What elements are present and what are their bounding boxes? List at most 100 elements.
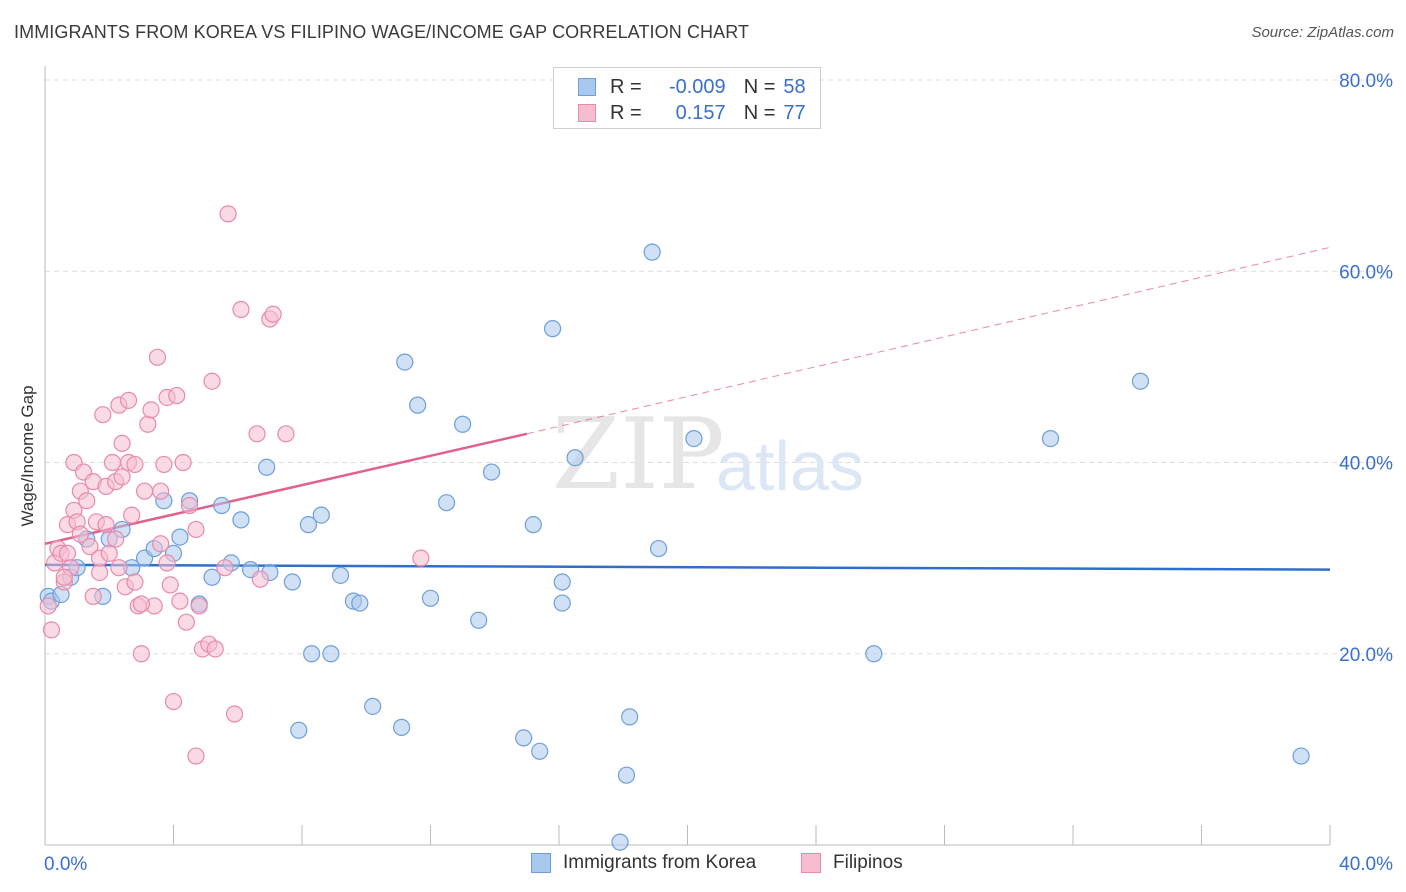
y-tick-label: 40.0% xyxy=(1339,454,1393,475)
point-filipinos xyxy=(113,434,131,452)
point-korea xyxy=(617,766,636,784)
bottom-legend-label-filipinos: Filipinos xyxy=(833,852,903,873)
y-tick-label: 60.0% xyxy=(1339,262,1393,283)
legend-swatch-filipinos xyxy=(578,104,596,122)
point-filipinos xyxy=(58,544,77,562)
point-korea xyxy=(621,708,639,726)
point-korea xyxy=(392,718,411,736)
point-korea xyxy=(515,729,533,747)
legend-r-label: R = xyxy=(610,75,642,98)
point-korea xyxy=(312,506,330,524)
point-korea xyxy=(553,573,571,591)
point-filipinos xyxy=(148,348,167,366)
point-korea xyxy=(213,496,231,515)
legend-n-value: 77 xyxy=(783,101,806,124)
point-korea xyxy=(232,511,250,529)
point-filipinos xyxy=(126,455,144,474)
point-korea xyxy=(470,611,488,629)
point-korea xyxy=(543,320,562,338)
watermark-atlas: atlas xyxy=(716,427,864,505)
point-filipinos xyxy=(152,535,170,553)
point-filipinos xyxy=(161,576,179,594)
bottom-legend-swatch-korea xyxy=(531,853,551,873)
point-filipinos xyxy=(158,554,176,572)
point-korea xyxy=(531,742,549,760)
point-filipinos xyxy=(123,506,141,524)
y-axis-label: Wage/Income Gap xyxy=(18,385,37,526)
point-korea xyxy=(364,697,382,715)
point-filipinos xyxy=(164,692,183,711)
legend-r-label: R = xyxy=(610,101,642,124)
x-tick-label: 40.0% xyxy=(1339,854,1393,875)
chart-title: IMMIGRANTS FROM KOREA VS FILIPINO WAGE/I… xyxy=(14,22,750,42)
point-filipinos xyxy=(42,621,61,639)
point-korea xyxy=(331,566,350,584)
point-filipinos xyxy=(190,597,208,615)
point-filipinos xyxy=(107,530,125,548)
legend-n-label: N = xyxy=(743,101,776,124)
point-korea xyxy=(322,645,340,663)
point-filipinos xyxy=(277,425,295,443)
point-korea xyxy=(351,594,369,612)
bottom-legend-filipinos: Filipinos xyxy=(801,852,903,874)
point-filipinos xyxy=(152,482,170,500)
point-korea xyxy=(643,243,661,261)
point-filipinos xyxy=(94,406,112,424)
point-korea xyxy=(303,645,321,663)
point-filipinos xyxy=(91,563,109,582)
point-korea xyxy=(171,528,189,546)
point-filipinos xyxy=(126,573,144,591)
bottom-legend-swatch-filipinos xyxy=(801,853,821,873)
point-filipinos xyxy=(155,455,173,474)
point-korea xyxy=(553,594,571,612)
point-korea xyxy=(1292,747,1310,765)
trend-line-korea xyxy=(44,563,1331,571)
point-korea xyxy=(1131,372,1150,390)
point-korea xyxy=(283,573,301,591)
correlation-legend: R = -0.009 N = 58 R = 0.157 N = 77 xyxy=(553,67,821,129)
point-korea xyxy=(437,494,456,512)
y-tick-label: 80.0% xyxy=(1339,71,1393,92)
legend-swatch-korea xyxy=(578,78,596,96)
point-filipinos xyxy=(187,747,205,765)
point-filipinos xyxy=(71,525,89,543)
point-filipinos xyxy=(174,453,192,472)
point-korea xyxy=(421,589,440,607)
point-filipinos xyxy=(412,549,430,567)
point-korea xyxy=(258,458,276,476)
point-filipinos xyxy=(100,544,118,562)
point-korea xyxy=(865,645,883,663)
point-korea xyxy=(482,463,501,481)
point-korea xyxy=(409,396,427,414)
legend-r-value: 0.157 xyxy=(675,101,726,124)
bottom-legend-korea: Immigrants from Korea xyxy=(531,852,756,874)
points-layer xyxy=(39,205,1310,851)
point-filipinos xyxy=(142,401,160,419)
legend-row-korea: R = -0.009 N = 58 xyxy=(578,75,806,99)
point-filipinos xyxy=(135,482,154,500)
point-korea xyxy=(685,429,703,448)
legend-row-filipinos: R = 0.157 N = 77 xyxy=(578,101,806,125)
watermark: ZIP atlas xyxy=(552,398,864,512)
axes-layer: 20.0% 40.0% 60.0% 80.0% 0.0% 40.0% xyxy=(44,66,1393,875)
point-filipinos xyxy=(132,595,150,613)
legend-n-value: 58 xyxy=(783,75,806,98)
point-filipinos xyxy=(180,496,199,515)
point-korea xyxy=(396,353,414,371)
point-filipinos xyxy=(81,538,99,556)
point-filipinos xyxy=(219,205,237,223)
point-filipinos xyxy=(177,613,195,631)
source-label: Source: ZipAtlas.com xyxy=(1251,24,1394,41)
point-filipinos xyxy=(103,453,122,472)
point-filipinos xyxy=(187,520,205,539)
point-filipinos xyxy=(225,705,244,723)
point-korea xyxy=(290,721,308,739)
point-filipinos xyxy=(139,415,157,433)
point-filipinos xyxy=(132,645,150,663)
point-filipinos xyxy=(206,640,224,658)
point-filipinos xyxy=(78,492,96,510)
point-filipinos xyxy=(171,592,189,610)
point-korea xyxy=(299,516,318,534)
trend-line-filipinos xyxy=(526,246,1331,435)
